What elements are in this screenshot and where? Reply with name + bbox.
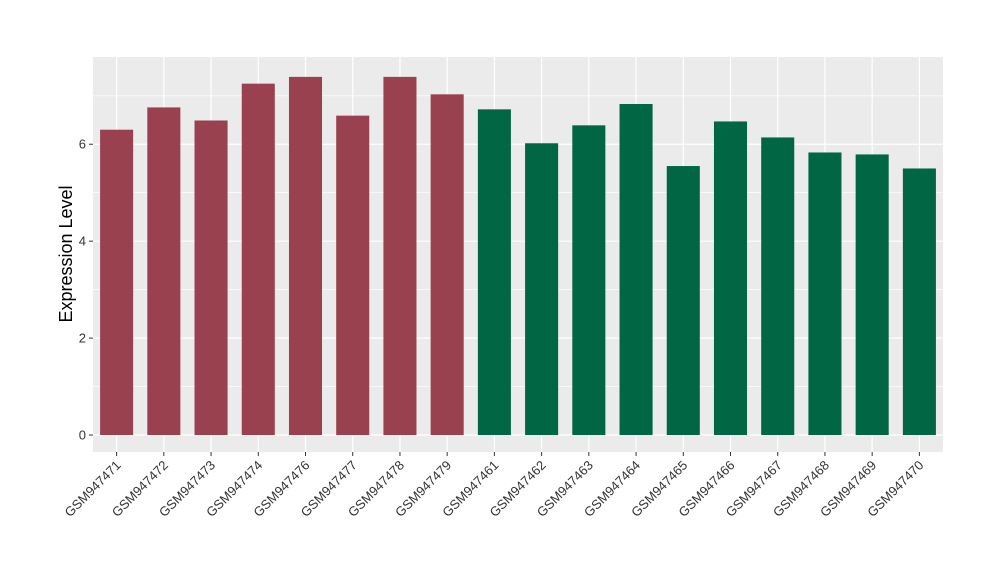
y-tick-label: 6: [79, 137, 86, 152]
bar-GSM947476: [288, 76, 323, 436]
bar-GSM947479: [430, 94, 464, 436]
y-axis-label: Expression Level: [56, 185, 76, 322]
bar-GSM947462: [525, 143, 559, 436]
bar-GSM947474: [241, 83, 275, 436]
bar-GSM947472: [147, 107, 181, 436]
bar-GSM947470: [902, 168, 936, 436]
bar-GSM947477: [336, 115, 370, 436]
y-tick-label: 0: [79, 428, 86, 443]
plot-panel: [93, 57, 943, 452]
bar-GSM947464: [619, 104, 653, 436]
bar-GSM947466: [713, 121, 748, 436]
y-tick-label: 4: [79, 234, 86, 249]
bar-GSM947465: [666, 166, 700, 436]
bar-GSM947461: [477, 109, 511, 436]
bar-GSM947469: [855, 154, 889, 436]
y-tick-label: 2: [79, 331, 86, 346]
bar-GSM947473: [194, 120, 228, 436]
bar-GSM947478: [383, 76, 417, 436]
bar-GSM947468: [808, 152, 842, 436]
bar-GSM947471: [100, 129, 134, 436]
bar-GSM947463: [572, 125, 606, 436]
bar-GSM947467: [761, 137, 795, 436]
